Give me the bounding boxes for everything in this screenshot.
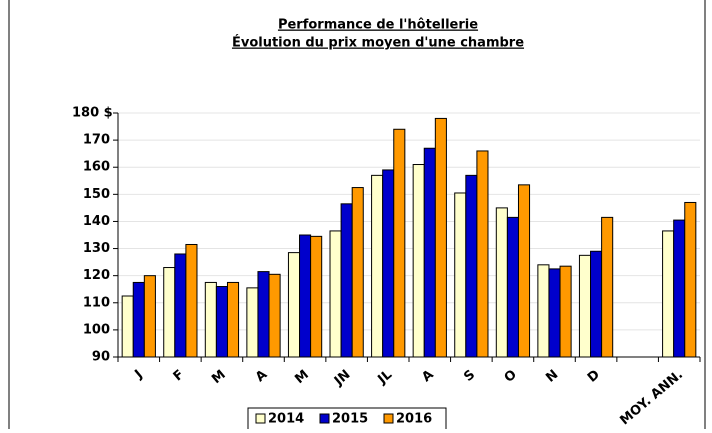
x-tick-label: M [292, 367, 312, 387]
bar [601, 216, 614, 358]
x-tick-label: A [419, 367, 436, 385]
bar [578, 254, 592, 358]
y-tick-label: 130 [83, 241, 110, 256]
bar [310, 235, 323, 358]
legend-swatch [319, 413, 330, 424]
legend-swatch [255, 413, 266, 424]
bar [371, 174, 384, 358]
y-tick-label: 100 [83, 322, 110, 337]
chart-subtitle: Évolution du prix moyen d'une chambre [232, 35, 524, 51]
bar [121, 295, 134, 358]
legend: 2014 2015 2016 [247, 407, 447, 431]
chart-frame [8, 0, 706, 433]
bar [465, 174, 478, 358]
bar [662, 230, 675, 358]
bar [143, 275, 156, 358]
x-tick-label: A [253, 367, 270, 385]
chart-title: Performance de l'hôtellerie [278, 18, 478, 33]
bar [434, 117, 447, 358]
y-tick-label: 120 [83, 268, 110, 283]
bar [351, 187, 364, 358]
bar [287, 252, 301, 358]
x-tick-label: F [171, 367, 187, 384]
bar [215, 286, 228, 358]
x-tick-label: M [209, 367, 229, 387]
bar [412, 164, 425, 358]
bar [257, 271, 270, 358]
x-tick-label: MOY. ANN. [617, 367, 686, 428]
x-tick-label: O [502, 367, 520, 386]
bar [506, 216, 519, 358]
bar [204, 281, 217, 358]
bar [329, 230, 342, 358]
bar [393, 128, 406, 358]
y-tick-label: 180 $ [72, 106, 113, 121]
bar [559, 265, 572, 358]
y-tick-label: 140 [83, 214, 110, 229]
y-tick-label: 170 [83, 133, 110, 148]
bar [590, 250, 603, 358]
bar [299, 234, 312, 358]
bar [476, 150, 489, 358]
bar [246, 287, 259, 358]
bar [268, 273, 281, 358]
bar [423, 147, 436, 358]
bar [163, 267, 176, 358]
bar [673, 219, 686, 358]
x-tick-label: S [461, 367, 478, 385]
bar [517, 184, 531, 358]
bar [226, 281, 240, 358]
legend-label: 2016 [396, 412, 432, 427]
bar [537, 264, 550, 358]
x-tick-label: D [585, 367, 603, 386]
y-tick-label: 160 [83, 160, 110, 175]
y-tick-label: 110 [83, 295, 110, 310]
legend-label: 2015 [332, 412, 368, 427]
bar [495, 207, 508, 358]
bar [185, 243, 198, 358]
legend-label: 2014 [268, 412, 304, 427]
bar [132, 281, 145, 358]
x-tick-label: JN [331, 367, 353, 389]
bar [174, 253, 187, 358]
bar [454, 192, 467, 358]
legend-swatch [383, 413, 394, 424]
y-tick-label: 90 [92, 350, 110, 365]
x-tick-label: J [131, 367, 145, 382]
bar [382, 169, 395, 358]
bar [340, 203, 353, 358]
x-tick-label: N [543, 367, 561, 385]
y-tick-label: 150 [83, 187, 110, 202]
bar [684, 201, 697, 358]
x-tick-label: JL [375, 367, 395, 388]
bar [548, 268, 561, 358]
